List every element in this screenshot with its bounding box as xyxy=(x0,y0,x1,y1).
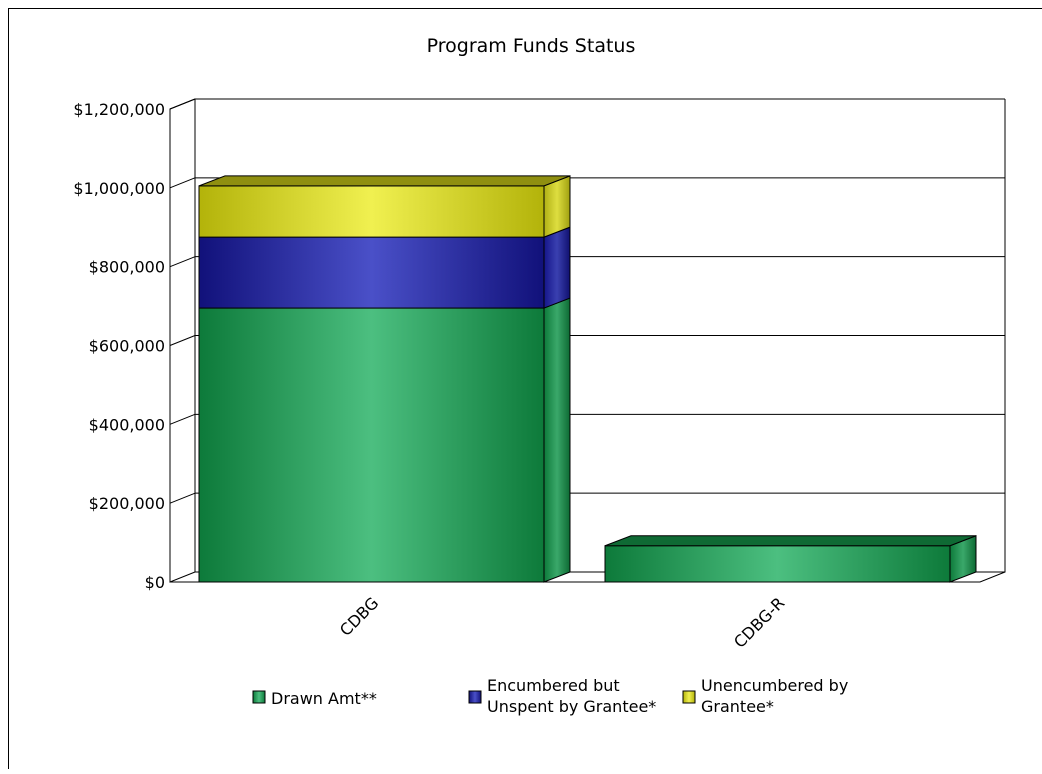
chart-title: Program Funds Status xyxy=(427,35,636,57)
y-tick-label: $200,000 xyxy=(89,494,165,513)
chart-frame: Program Funds Status $0 $200,000 $400,000 $… xyxy=(8,8,1042,769)
y-tick-label: $0 xyxy=(145,573,165,592)
gridline-side xyxy=(169,335,196,346)
gridline-side xyxy=(169,256,196,268)
bar-CDBG-encumbered xyxy=(198,236,545,309)
bar-top-CDBG xyxy=(198,175,571,187)
y-tick-label: $1,000,000 xyxy=(73,179,165,198)
y-tick-label: $800,000 xyxy=(89,258,165,277)
gridline-side xyxy=(169,492,196,504)
legend-swatch-drawn xyxy=(252,690,266,704)
bar-top-CDBG-R xyxy=(604,535,977,547)
legend: Drawn Amt** Encumbered but Unspent by Gr… xyxy=(252,676,848,716)
bar-side-CDBG-unencumbered xyxy=(543,175,571,238)
bar-CDBG-unencumbered xyxy=(198,185,545,238)
chart-canvas: Program Funds Status $0$200,000$400,000$… xyxy=(73,35,1006,716)
bar-side-CDBG-drawn xyxy=(543,297,571,583)
bar-CDBG-drawn xyxy=(198,307,545,583)
legend-swatch-encumbered xyxy=(468,690,482,704)
y-tick-label: $400,000 xyxy=(89,415,165,434)
gridline-side xyxy=(169,413,196,425)
legend-label-unencumbered-line2: Grantee* xyxy=(701,697,774,716)
legend-swatch-unencumbered xyxy=(682,690,696,704)
gridline-side xyxy=(169,98,196,110)
legend-item-encumbered: Encumbered but Unspent by Grantee* xyxy=(468,676,656,716)
y-tick-label: $600,000 xyxy=(89,337,165,356)
legend-label-encumbered-line2: Unspent by Grantee* xyxy=(487,697,656,716)
bars xyxy=(198,175,977,583)
legend-item-unencumbered: Unencumbered by Grantee* xyxy=(682,676,848,716)
x-tick-label: CDBG xyxy=(336,593,382,639)
x-axis-ticks: CDBG CDBG-R xyxy=(336,593,788,651)
y-axis-ticks: $0 $200,000 $400,000 $600,000 $800,000 $1,000… xyxy=(73,100,165,592)
legend-item-drawn: Drawn Amt** xyxy=(252,689,377,708)
x-tick-label: CDBG-R xyxy=(730,593,788,651)
bar-CDBG-R-drawn xyxy=(604,545,951,583)
gridline-side xyxy=(169,177,196,189)
y-tick-label: $1,200,000 xyxy=(73,100,165,119)
legend-label-encumbered-line1: Encumbered but xyxy=(487,676,620,695)
legend-label-unencumbered-line1: Unencumbered by xyxy=(701,676,848,695)
legend-label-drawn: Drawn Amt** xyxy=(271,689,377,708)
bar-side-CDBG-encumbered xyxy=(543,226,571,309)
